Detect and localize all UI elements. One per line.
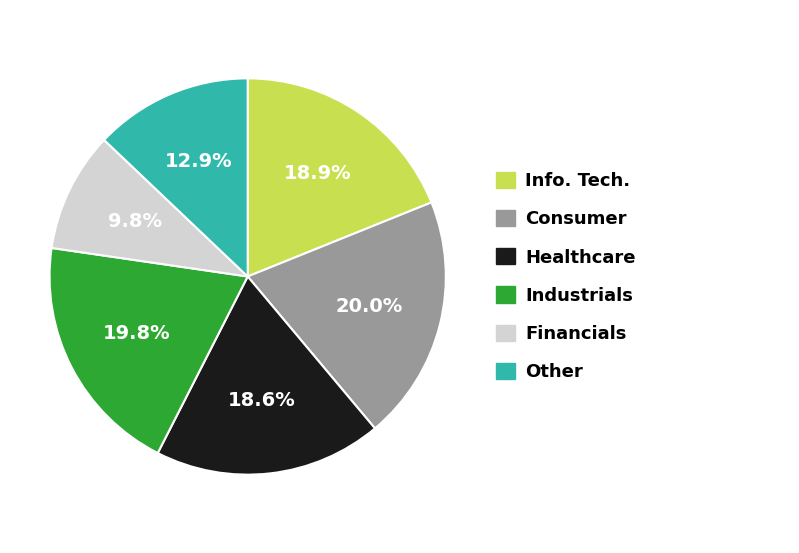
Wedge shape	[248, 79, 431, 276]
Legend: Info. Tech., Consumer, Healthcare, Industrials, Financials, Other: Info. Tech., Consumer, Healthcare, Indus…	[489, 165, 643, 388]
Text: 20.0%: 20.0%	[335, 298, 403, 316]
Wedge shape	[52, 140, 248, 276]
Text: 19.8%: 19.8%	[103, 325, 171, 343]
Text: 18.6%: 18.6%	[228, 391, 296, 410]
Wedge shape	[248, 202, 446, 429]
Text: 9.8%: 9.8%	[109, 212, 162, 232]
Wedge shape	[50, 248, 248, 453]
Text: 12.9%: 12.9%	[165, 152, 233, 171]
Wedge shape	[104, 79, 248, 276]
Text: 18.9%: 18.9%	[284, 164, 352, 182]
Wedge shape	[157, 276, 375, 474]
